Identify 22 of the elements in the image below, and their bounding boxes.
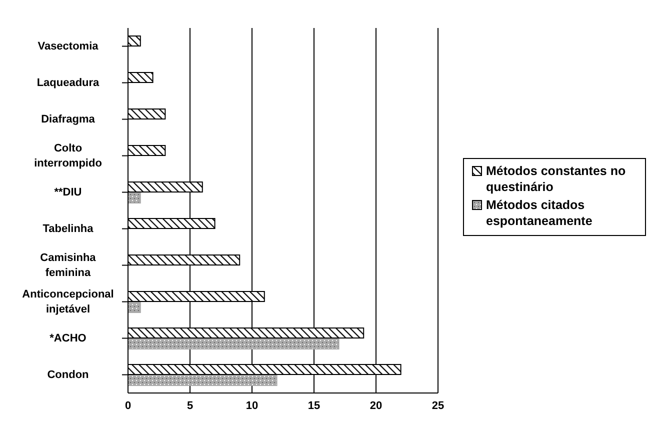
y-tick-label: Colto interrompido <box>34 142 102 170</box>
y-tick-label: Diafragma <box>41 113 96 126</box>
x-tick-label: 20 <box>370 400 382 412</box>
y-tick-label: Laqueadura <box>36 76 100 89</box>
y-tick-label: **DIU <box>54 186 82 198</box>
x-tick-label: 5 <box>186 400 194 412</box>
x-tick-label: 25 <box>432 400 444 412</box>
y-tick-label: Camisinha feminina <box>40 252 97 279</box>
bar <box>128 192 141 204</box>
x-tick-label: 0 <box>124 400 132 412</box>
y-tick-label: Tabelinha <box>42 222 94 235</box>
legend-label: Métodos constantes no questinário <box>486 163 627 195</box>
x-tick-label: 15 <box>308 400 320 412</box>
legend-label: Métodos citados espontaneamente <box>486 197 594 229</box>
y-tick-label: Anticoncepcional injetável <box>22 288 114 316</box>
y-tick-label: *ACHO <box>50 332 87 344</box>
y-tick-label: Condon <box>47 368 90 381</box>
y-tick-label: Vasectomia <box>38 40 100 52</box>
bar <box>128 338 340 350</box>
bar <box>128 375 278 386</box>
bar <box>128 302 141 314</box>
x-tick-label: 10 <box>246 400 258 412</box>
